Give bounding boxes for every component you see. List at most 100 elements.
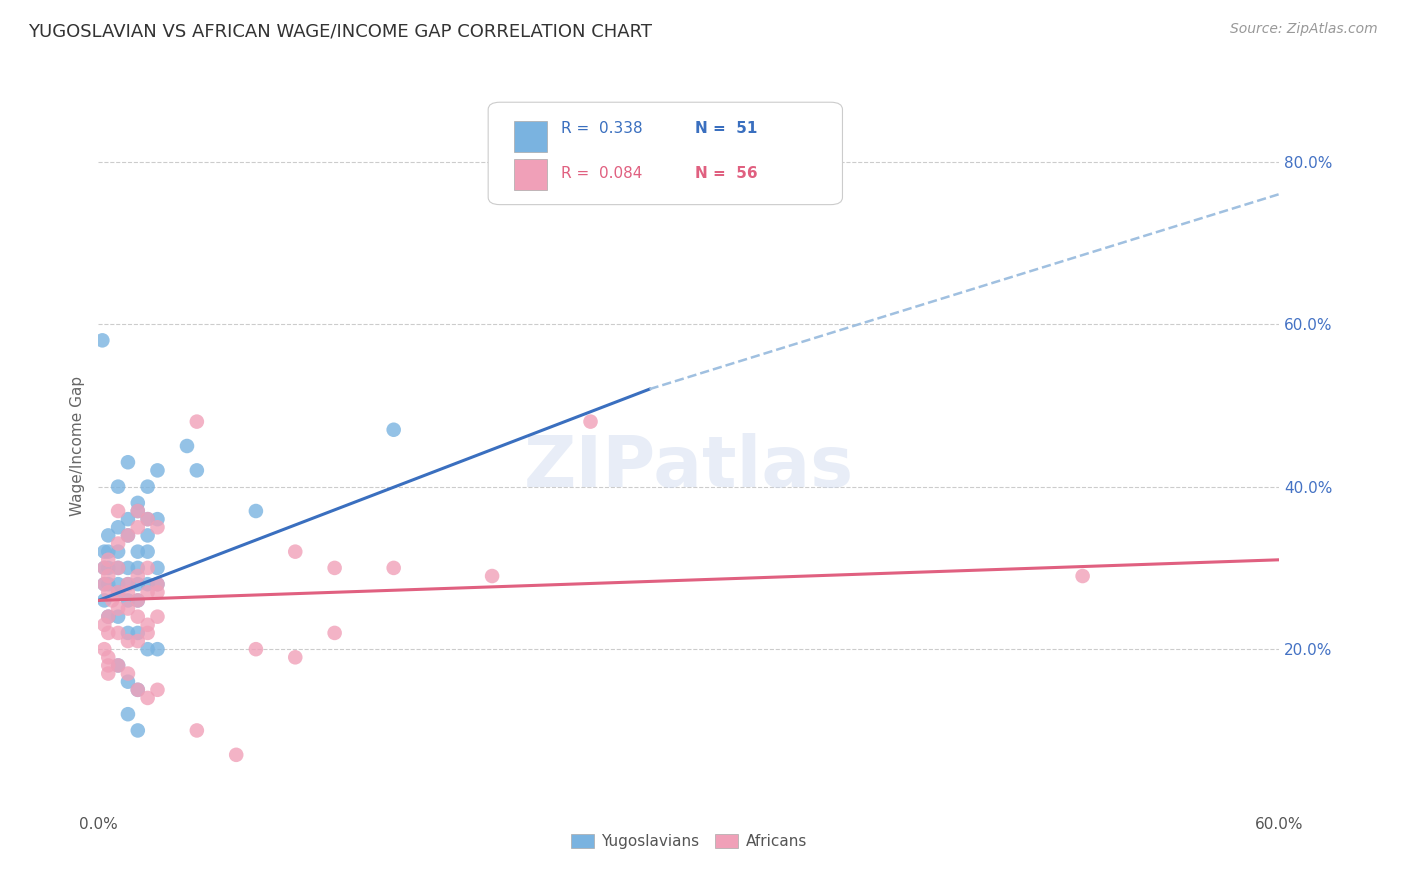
Point xyxy=(245,504,267,518)
Point xyxy=(107,520,129,534)
Point xyxy=(93,593,115,607)
Point xyxy=(127,593,149,607)
Point xyxy=(1071,569,1094,583)
Point xyxy=(284,650,307,665)
Point xyxy=(176,439,198,453)
Point xyxy=(97,609,120,624)
Point xyxy=(127,593,149,607)
Bar xyxy=(515,121,547,152)
Point xyxy=(127,544,149,558)
Point xyxy=(284,544,307,558)
Point xyxy=(117,601,139,615)
Point xyxy=(107,585,129,599)
Point xyxy=(93,577,115,591)
Point xyxy=(97,666,120,681)
Point xyxy=(146,642,169,657)
Point xyxy=(107,658,129,673)
Point xyxy=(97,553,120,567)
Point xyxy=(107,561,129,575)
Point xyxy=(93,617,115,632)
Text: R =  0.084: R = 0.084 xyxy=(561,166,643,181)
Point xyxy=(117,666,139,681)
Point xyxy=(146,512,169,526)
Point xyxy=(117,512,139,526)
Point xyxy=(136,561,159,575)
Point xyxy=(136,512,159,526)
Point xyxy=(97,577,120,591)
Point xyxy=(186,415,208,429)
Point xyxy=(97,626,120,640)
Point xyxy=(136,642,159,657)
Point xyxy=(107,658,129,673)
Point xyxy=(127,496,149,510)
Point xyxy=(117,528,139,542)
Point xyxy=(107,504,129,518)
Point xyxy=(323,626,346,640)
Point xyxy=(481,569,503,583)
Point xyxy=(117,707,139,722)
Point xyxy=(93,544,115,558)
Point xyxy=(97,609,120,624)
Point xyxy=(186,463,208,477)
Point xyxy=(97,658,120,673)
Legend: Yugoslavians, Africans: Yugoslavians, Africans xyxy=(565,828,813,855)
Point xyxy=(117,634,139,648)
Point xyxy=(127,577,149,591)
Point xyxy=(117,577,139,591)
Point xyxy=(101,593,124,607)
Point xyxy=(323,561,346,575)
Point xyxy=(107,626,129,640)
Point xyxy=(186,723,208,738)
Point xyxy=(107,544,129,558)
Point xyxy=(136,577,159,591)
Point xyxy=(97,528,120,542)
Point xyxy=(117,561,139,575)
Point xyxy=(97,585,120,599)
Point xyxy=(107,561,129,575)
Point xyxy=(117,626,139,640)
Point xyxy=(107,609,129,624)
Bar xyxy=(515,160,547,190)
Point xyxy=(97,561,120,575)
Point xyxy=(382,423,405,437)
Point xyxy=(107,536,129,550)
Point xyxy=(127,520,149,534)
Point xyxy=(146,585,169,599)
Point xyxy=(127,504,149,518)
Point xyxy=(136,626,159,640)
Point xyxy=(127,682,149,697)
Point xyxy=(127,634,149,648)
Point xyxy=(107,585,129,599)
Point xyxy=(146,561,169,575)
Text: R =  0.338: R = 0.338 xyxy=(561,121,643,136)
Point xyxy=(146,463,169,477)
Point xyxy=(127,561,149,575)
Point xyxy=(579,415,602,429)
Point xyxy=(245,642,267,657)
Point xyxy=(146,577,169,591)
Point xyxy=(97,650,120,665)
Y-axis label: Wage/Income Gap: Wage/Income Gap xyxy=(70,376,86,516)
Point xyxy=(127,723,149,738)
Point xyxy=(146,682,169,697)
Point xyxy=(127,626,149,640)
Text: ZIPatlas: ZIPatlas xyxy=(524,434,853,502)
Point xyxy=(127,682,149,697)
Point xyxy=(93,561,115,575)
Point xyxy=(93,561,115,575)
Point xyxy=(117,528,139,542)
Text: YUGOSLAVIAN VS AFRICAN WAGE/INCOME GAP CORRELATION CHART: YUGOSLAVIAN VS AFRICAN WAGE/INCOME GAP C… xyxy=(28,22,652,40)
Point xyxy=(136,512,159,526)
Point xyxy=(136,617,159,632)
Point xyxy=(127,569,149,583)
Point xyxy=(146,520,169,534)
Text: N =  51: N = 51 xyxy=(695,121,758,136)
Point xyxy=(107,601,129,615)
Point xyxy=(117,455,139,469)
Point xyxy=(136,528,159,542)
Point xyxy=(97,544,120,558)
Point xyxy=(146,609,169,624)
Point xyxy=(117,593,139,607)
Point xyxy=(93,642,115,657)
Point xyxy=(136,480,159,494)
